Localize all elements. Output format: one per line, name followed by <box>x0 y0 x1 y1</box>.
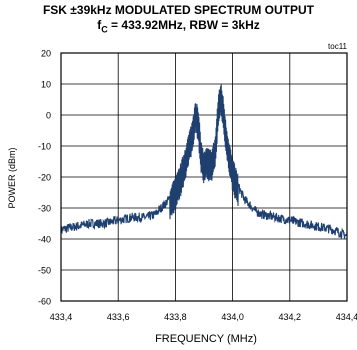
x-tick-label: 434,2 <box>279 312 302 322</box>
chart-subtitle: fC = 433.92MHz, RBW = 3kHz <box>0 18 357 34</box>
x-axis-label: FREQUENCY (MHz) <box>155 333 257 345</box>
y-tick-label: -10 <box>38 142 51 152</box>
y-axis-label: POWER (dBm) <box>7 147 17 208</box>
chart-title: FSK ±39kHz MODULATED SPECTRUM OUTPUT <box>42 3 315 17</box>
subtitle-f: f <box>97 18 102 32</box>
spectrum-trace <box>60 83 348 239</box>
y-tick-label: 0 <box>46 111 51 121</box>
x-tick-labels: 433,4 433,6 433,8 434,0 434,2 434,4 <box>50 312 357 322</box>
subtitle-subscript: C <box>101 24 108 35</box>
y-tick-labels: 20 10 0 -10 -20 -30 -40 -50 -60 <box>38 49 51 307</box>
figure-tag: toc11 <box>328 42 348 51</box>
y-tick-label: -50 <box>38 266 51 276</box>
y-tick-label: -30 <box>38 204 51 214</box>
plot-frame <box>60 52 348 302</box>
x-tick-label: 434,4 <box>336 312 357 322</box>
y-tick-label: -20 <box>38 173 51 183</box>
x-tick-label: 434,0 <box>221 312 244 322</box>
subtitle-rest: = 433.92MHz, RBW = 3kHz <box>107 18 260 32</box>
y-tick-label: 10 <box>41 80 51 90</box>
y-tick-label: 20 <box>41 49 51 59</box>
x-tick-label: 433,8 <box>164 312 187 322</box>
x-tick-label: 433,4 <box>50 312 73 322</box>
x-tick-label: 433,6 <box>107 312 130 322</box>
grid <box>61 53 347 301</box>
y-tick-label: -40 <box>38 235 51 245</box>
y-tick-label: -60 <box>38 297 51 307</box>
